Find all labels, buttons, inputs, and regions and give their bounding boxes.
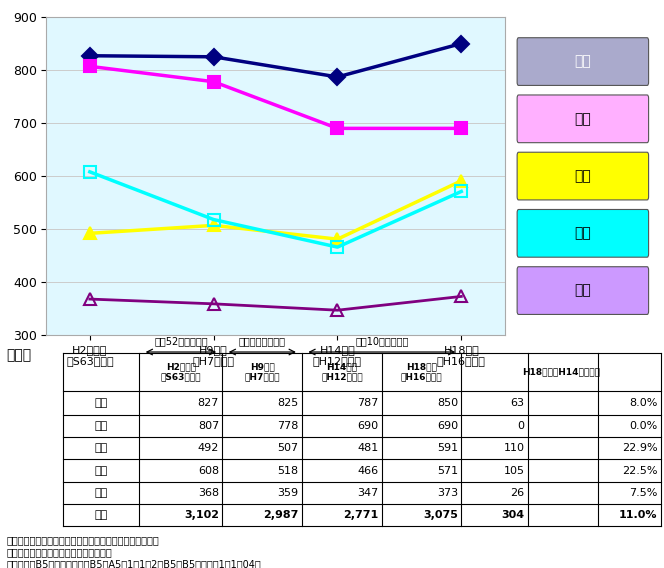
Text: 690: 690: [437, 421, 458, 431]
Text: 0.0%: 0.0%: [629, 421, 657, 431]
Text: 2,987: 2,987: [264, 510, 299, 520]
Text: ＊　ページ数は、表紙と見返しを除いた総ページ数である: ＊ ページ数は、表紙と見返しを除いた総ページ数である: [7, 535, 159, 545]
Text: H14使用
（H12検定）: H14使用 （H12検定）: [321, 362, 363, 382]
Text: 22.5%: 22.5%: [622, 466, 657, 475]
Text: 110: 110: [503, 444, 525, 453]
Text: 理科: 理科: [95, 466, 108, 475]
Text: 英語: 英語: [95, 488, 108, 498]
Text: 63: 63: [511, 398, 525, 408]
Text: 359: 359: [278, 488, 299, 498]
Text: 数学: 数学: [95, 444, 108, 453]
Text: 850: 850: [437, 398, 458, 408]
Text: 778: 778: [278, 421, 299, 431]
Text: 571: 571: [437, 466, 458, 475]
FancyBboxPatch shape: [517, 210, 649, 257]
Text: 2,771: 2,771: [343, 510, 378, 520]
Text: 690: 690: [357, 421, 378, 431]
Text: 466: 466: [357, 466, 378, 475]
Text: 平成元年指導要領: 平成元年指導要領: [239, 336, 286, 346]
Text: ＊　各社全点合計ページ数の平均である: ＊ 各社全点合計ページ数の平均である: [7, 547, 112, 557]
Text: 社会: 社会: [574, 112, 591, 126]
Text: 8.0%: 8.0%: [629, 398, 657, 408]
Text: 国語: 国語: [574, 55, 591, 69]
Text: 827: 827: [198, 398, 219, 408]
Text: 11.0%: 11.0%: [619, 510, 657, 520]
Text: 492: 492: [198, 444, 219, 453]
Text: 368: 368: [198, 488, 219, 498]
Text: 中学校: 中学校: [7, 349, 32, 363]
Text: 0: 0: [517, 421, 525, 431]
Text: 3,102: 3,102: [184, 510, 219, 520]
Text: H18使用とH14使用の差: H18使用とH14使用の差: [522, 367, 600, 377]
Text: 481: 481: [357, 444, 378, 453]
Text: 347: 347: [357, 488, 378, 498]
Text: 英語: 英語: [574, 283, 591, 298]
Text: 昭和52年指導要領: 昭和52年指導要領: [154, 336, 208, 346]
Text: 807: 807: [198, 421, 219, 431]
FancyBboxPatch shape: [517, 152, 649, 200]
Text: 社会: 社会: [95, 421, 108, 431]
Text: ＊　すべてB5換算している（B5：A5＝1：1．2、B5：B5変形版＝1：1．04）: ＊ すべてB5換算している（B5：A5＝1：1．2、B5：B5変形版＝1：1．0…: [7, 559, 262, 568]
Text: 22.9%: 22.9%: [622, 444, 657, 453]
Text: 591: 591: [437, 444, 458, 453]
Text: 26: 26: [511, 488, 525, 498]
Text: 国語: 国語: [95, 398, 108, 408]
FancyBboxPatch shape: [517, 95, 649, 143]
Text: 373: 373: [437, 488, 458, 498]
Text: 7.5%: 7.5%: [629, 488, 657, 498]
Text: H2年使用
（S63検定）: H2年使用 （S63検定）: [161, 362, 201, 382]
Text: 507: 507: [278, 444, 299, 453]
Text: 3,075: 3,075: [423, 510, 458, 520]
Text: 平成10年指導要領: 平成10年指導要領: [355, 336, 408, 346]
Text: 105: 105: [503, 466, 525, 475]
Text: 825: 825: [278, 398, 299, 408]
FancyBboxPatch shape: [517, 37, 649, 85]
Text: 理科: 理科: [574, 226, 591, 240]
Text: 608: 608: [198, 466, 219, 475]
Text: 数学: 数学: [574, 169, 591, 183]
Text: H18使用
（H16検定）: H18使用 （H16検定）: [401, 362, 442, 382]
FancyBboxPatch shape: [517, 267, 649, 315]
Text: 787: 787: [357, 398, 378, 408]
Text: 304: 304: [501, 510, 525, 520]
Text: H9使用
（H7検定）: H9使用 （H7検定）: [244, 362, 280, 382]
Text: 518: 518: [278, 466, 299, 475]
Text: 全体: 全体: [95, 510, 108, 520]
